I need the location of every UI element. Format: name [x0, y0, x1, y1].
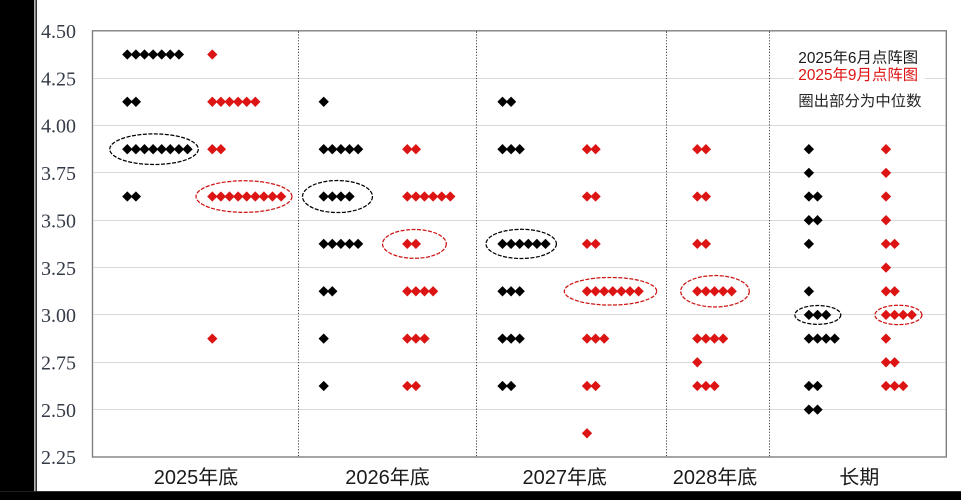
svg-text:4.25: 4.25	[41, 68, 76, 90]
svg-text:3.75: 3.75	[41, 163, 76, 185]
svg-text:6: 6	[848, 50, 857, 67]
svg-text:2025: 2025	[798, 50, 832, 67]
svg-text:2.50: 2.50	[41, 400, 76, 422]
svg-text:2.25: 2.25	[41, 447, 76, 469]
svg-text:3.00: 3.00	[41, 305, 76, 327]
svg-text:4.50: 4.50	[41, 21, 76, 43]
svg-text:9: 9	[848, 67, 857, 84]
svg-text:2027: 2027	[523, 467, 568, 489]
svg-text:2025: 2025	[154, 467, 199, 489]
svg-text:2025: 2025	[798, 67, 832, 84]
svg-text:3.25: 3.25	[41, 258, 76, 280]
svg-text:2026: 2026	[345, 467, 390, 489]
svg-text:2028: 2028	[673, 467, 718, 489]
svg-text:3.50: 3.50	[41, 210, 76, 232]
svg-text:2.75: 2.75	[41, 353, 76, 375]
svg-text:4.00: 4.00	[41, 116, 76, 138]
